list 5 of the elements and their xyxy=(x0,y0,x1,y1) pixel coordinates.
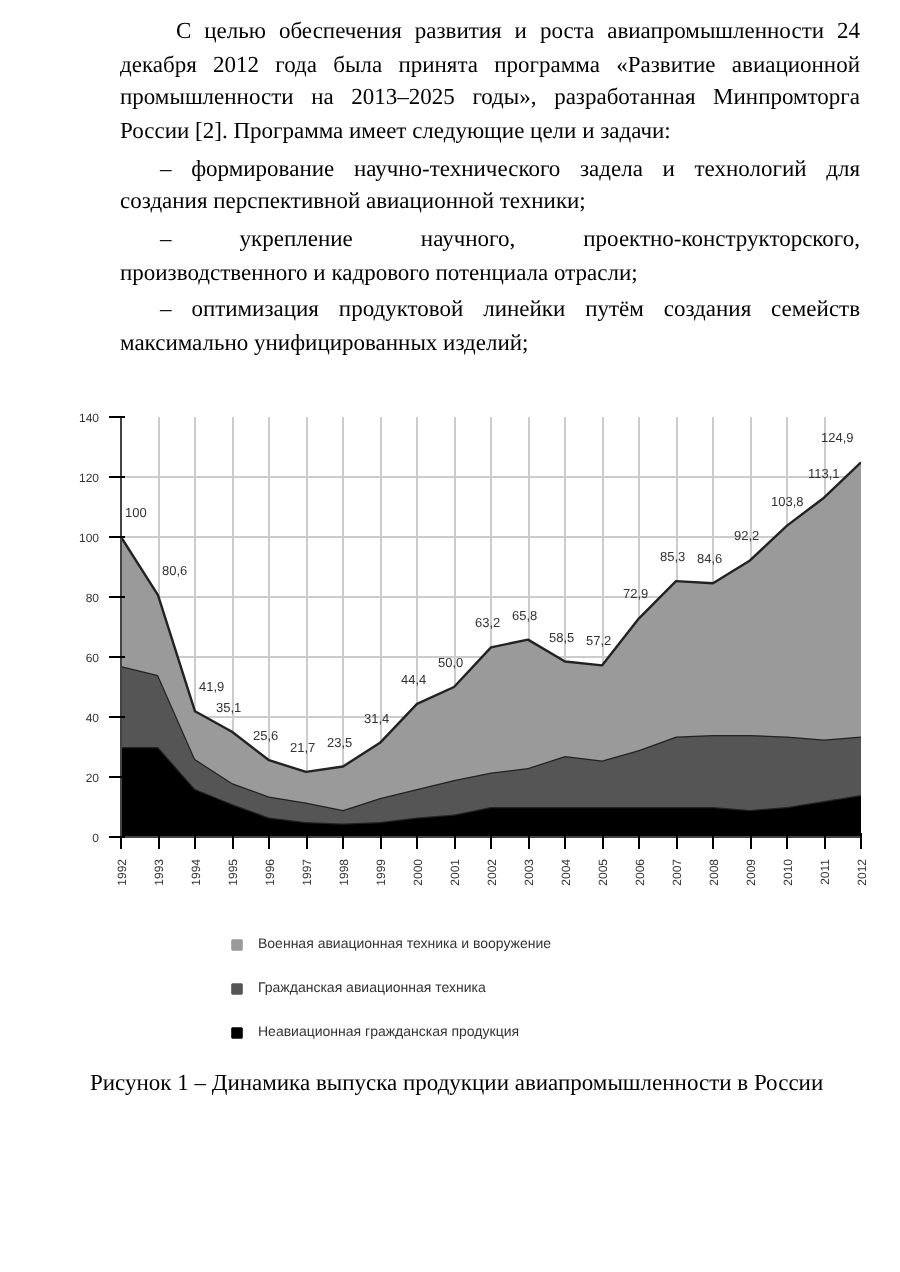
text: С целью обеспечения развития и роста авиапромышленности 24 декабря 2012 года была принята программа «Развитие авиационной промышленности на 2013–2025 годы», разработанная Минпромторга России [2]. Программа имеет следующие цели и задачи: xyxy=(120,18,860,149)
text: – укрепление научного, проектно-конструкторского, производственного и кадрового потенциала отрасли; xyxy=(120,226,860,290)
text: Рисунок 1 – Динамика выпуска продукции авиапромышленности в России xyxy=(90,1070,824,1100)
text: – формирование научно-технического задела и технологий для создания перспективной авиационной техники; xyxy=(120,155,860,219)
text: – оптимизация продуктовой линейки путём создания семейств максимально унифицированных изделий; xyxy=(120,296,860,361)
